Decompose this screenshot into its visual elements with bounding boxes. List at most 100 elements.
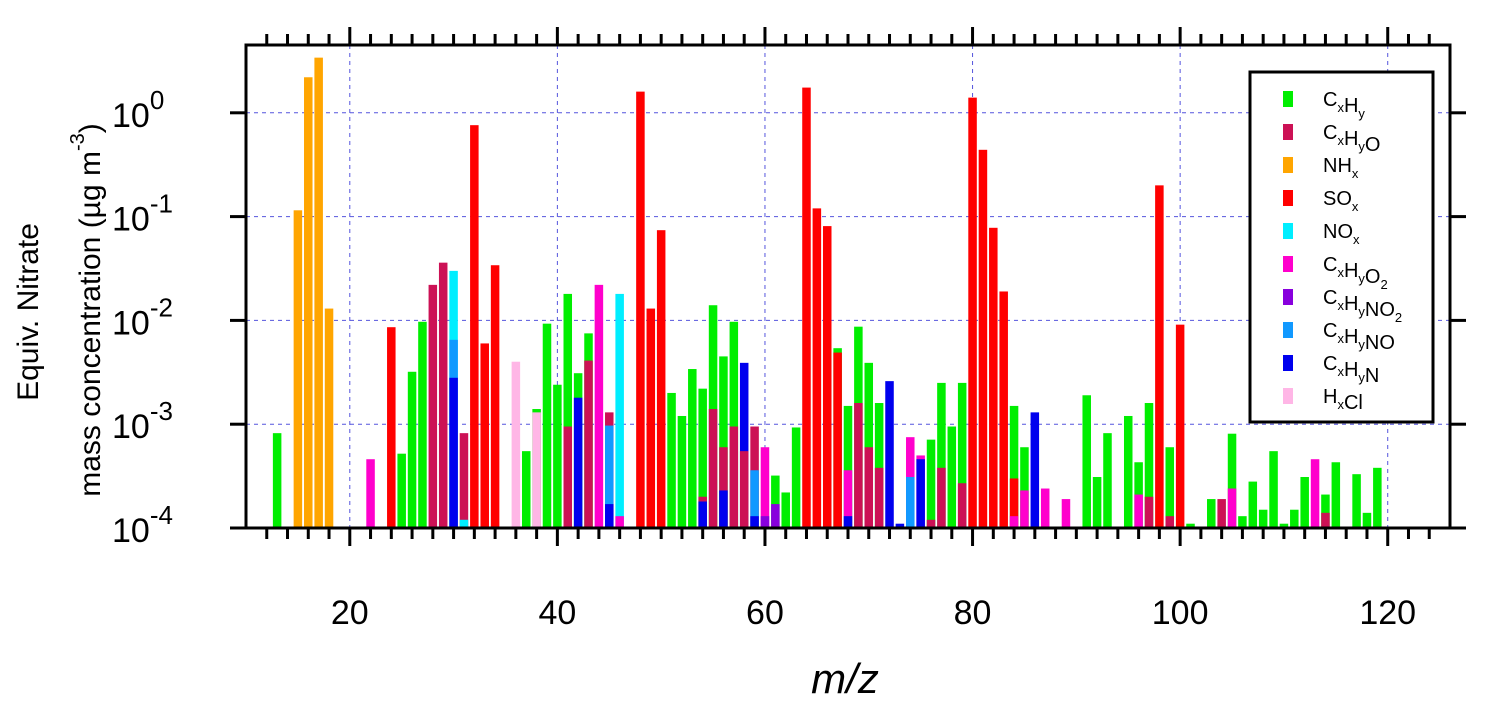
y-tick-exponent: -2 (150, 292, 173, 322)
bar-mz85-CxHy (1020, 447, 1029, 528)
bar-mz114-CxHyO (1321, 512, 1330, 528)
bar-mz31-NOx (459, 519, 469, 528)
legend-label-SOx: SOx (1323, 188, 1359, 214)
y-tick-label: 100 (112, 85, 164, 135)
bar-mz15-NHx (293, 210, 303, 529)
legend-label-subscript: x (1337, 331, 1344, 346)
legend-label-part: H (1344, 326, 1358, 348)
y-tick-exponent: -3 (150, 396, 173, 426)
legend-label-CxHyO2: CxHyO2 (1323, 254, 1388, 292)
legend: CxHyCxHyONHxSOxNOxCxHyO2CxHyNO2CxHyNOCxH… (1248, 70, 1435, 424)
bar-mz72-CxHyN (885, 381, 894, 528)
bar-mz77-CxHyO (937, 467, 946, 528)
bar-mz68-CxHyO2 (843, 470, 853, 528)
bar-mz48-SOx (636, 91, 645, 529)
bar-mz74-CxHyNO (906, 477, 915, 528)
legend-box (1248, 70, 1435, 424)
bar-mz113-CxHyO2 (1310, 459, 1320, 528)
legend-swatch-HxCl (1283, 388, 1293, 404)
x-tick-label: 80 (954, 594, 992, 632)
bar-mz71-CxHyO (874, 467, 884, 528)
y-axis-title-close: ) (74, 123, 107, 133)
legend-label-subscript: x (1353, 232, 1360, 247)
bar-mz70-CxHyO (864, 447, 874, 528)
legend-swatch-CxHyN (1283, 355, 1293, 371)
bar-mz73-CxHyN (895, 523, 905, 528)
x-tick-label: 120 (1359, 594, 1416, 632)
bar-mz85-CxHyO2 (1020, 490, 1029, 528)
bar-mz110-CxHy (1279, 523, 1289, 528)
bar-mz25-CxHy (397, 453, 406, 528)
bar-mz59-CxHyN (750, 516, 759, 528)
legend-label-part: Cl (1344, 392, 1363, 414)
legend-label-subscript: x (1337, 133, 1344, 148)
legend-label-HxCl: HxCl (1323, 386, 1363, 414)
legend-label-part: H (1344, 95, 1358, 117)
bar-mz84-CxHyO2 (1009, 516, 1019, 528)
bar-mz103-CxHy (1207, 499, 1216, 528)
bar-mz41-CxHyO (563, 426, 573, 528)
legend-label-part: H (1344, 260, 1358, 282)
bar-mz45-CxHyNO (605, 425, 614, 528)
y-tick-base: 10 (112, 512, 150, 550)
bar-mz84-SOx (1009, 478, 1019, 528)
legend-items: CxHyCxHyONHxSOxNOxCxHyO2CxHyNO2CxHyNOCxH… (1283, 89, 1402, 414)
bar-mz108-CxHy (1258, 509, 1268, 528)
legend-label-subscript: y (1358, 271, 1365, 286)
x-tick-label: 40 (538, 594, 576, 632)
bar-mz91-CxHy (1082, 395, 1091, 528)
bar-mz66-SOx (822, 226, 832, 528)
bar-mz46-NOx (615, 293, 624, 528)
y-axis-title-line-2: mass concentration (µg m-3) (67, 123, 107, 497)
legend-label-part: H (1323, 386, 1337, 408)
x-tick-label: 60 (746, 594, 784, 632)
legend-swatch-SOx (1283, 190, 1293, 206)
bar-mz22-CxHyO2 (366, 459, 375, 528)
y-tick-label: 10-2 (112, 292, 173, 342)
bar-mz76-CxHyO (926, 519, 936, 528)
legend-label-part: NO (1323, 221, 1353, 243)
bar-mz68-CxHy (843, 405, 853, 528)
legend-label-CxHyNO2: CxHyNO2 (1323, 287, 1402, 325)
bar-mz76-CxHy (926, 439, 936, 528)
bar-mz42-CxHyN (573, 397, 583, 528)
bar-mz79-CxHyO (957, 483, 967, 528)
bar-mz57-CxHyO (729, 426, 739, 528)
bar-mz89-CxHyO2 (1061, 499, 1071, 528)
y-tick-base: 10 (112, 97, 150, 135)
bar-mz97-CxHy (1144, 403, 1154, 528)
bar-mz62-CxHy (781, 492, 790, 528)
bar-mz56-CxHyO (719, 447, 728, 528)
bar-mz78-CxHy (947, 426, 957, 528)
legend-label-part: NO (1365, 332, 1395, 354)
legend-label-part: NH (1323, 155, 1352, 177)
bar-mz115-CxHy (1331, 462, 1341, 528)
bar-mz56-CxHy (719, 356, 728, 528)
bar-mz96-CxHyO2 (1134, 494, 1143, 528)
bar-mz16-NHx (304, 77, 313, 528)
bar-mz82-SOx (989, 227, 998, 529)
bar-mz40-CxHy (553, 384, 562, 528)
y-tick-base: 10 (112, 304, 150, 342)
legend-label-CxHy: CxHy (1323, 89, 1365, 121)
bar-mz58-CxHyN (739, 362, 749, 528)
legend-label-CxHyO: CxHyO (1323, 122, 1380, 156)
bar-mz67-SOx (833, 352, 842, 528)
bar-mz61-CxHy (771, 475, 780, 528)
bar-mz70-CxHy (864, 362, 874, 528)
legend-swatch-CxHyNO2 (1283, 289, 1293, 305)
legend-label-subscript: x (1337, 364, 1344, 379)
legend-label-NOx: NOx (1323, 221, 1360, 247)
legend-label-part: SO (1323, 188, 1352, 210)
legend-label-part: H (1344, 293, 1358, 315)
y-tick-exponent: -1 (150, 189, 173, 219)
legend-label-CxHyNO: CxHyNO (1323, 320, 1395, 354)
bar-mz28-CxHyO (428, 284, 438, 528)
legend-label-subscript: x (1337, 265, 1344, 280)
y-axis-title-text: mass concentration (µg m (74, 151, 107, 497)
bar-mz98-SOx (1155, 185, 1164, 529)
bar-mz100-SOx (1175, 324, 1185, 528)
legend-swatch-CxHyO2 (1283, 256, 1293, 272)
bar-mz44-CxHyO2 (594, 284, 604, 528)
